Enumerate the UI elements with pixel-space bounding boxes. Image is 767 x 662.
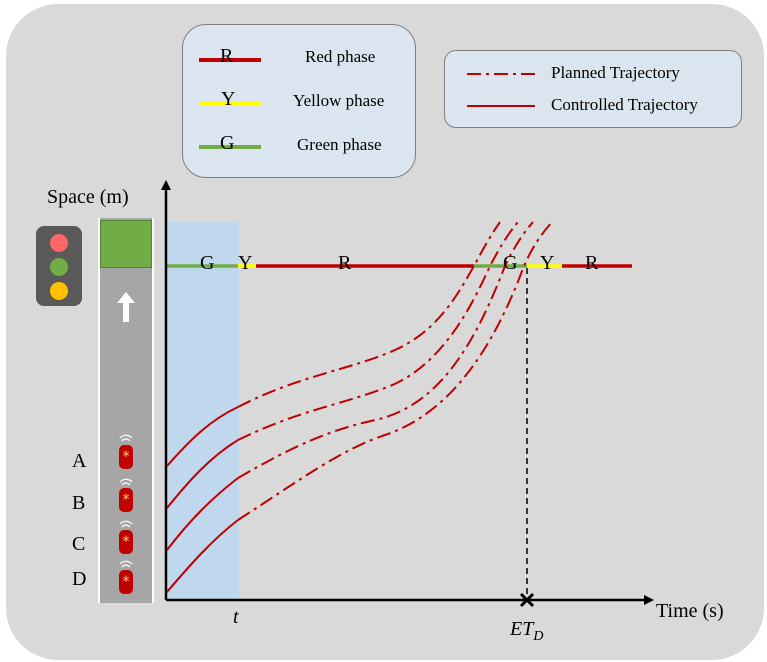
controlled-trajectory-b <box>166 439 239 509</box>
et-d-cross-icon <box>519 592 535 608</box>
timeline-label-r1: R <box>338 252 352 274</box>
timeline-label-g2: G <box>503 252 518 274</box>
planned-trajectory-d <box>237 221 553 521</box>
legend-red-label: Red phase <box>305 47 376 66</box>
vehicle-c-label: C <box>72 533 86 555</box>
timeline-label-r2: R <box>585 252 599 274</box>
legend-yellow-label: Yellow phase <box>293 91 385 110</box>
legend-line-samples <box>467 73 535 107</box>
x-tick-t: t <box>233 606 239 628</box>
traffic-light-red-lamp <box>50 234 68 252</box>
legend-red-letter: R <box>220 45 234 67</box>
vehicle-c-signal-icon <box>119 516 133 528</box>
x-axis-label: Time (s) <box>656 600 724 622</box>
up-arrow-icon <box>117 292 135 322</box>
timeline-label-g1: G <box>200 252 215 274</box>
traffic-light-green-lamp <box>50 258 68 276</box>
x-tick-et-sub: D <box>533 629 544 644</box>
legend-yellow-letter: Y <box>221 88 236 110</box>
legend-green-letter: G <box>220 132 235 154</box>
legend-green-label: Green phase <box>297 135 382 154</box>
controlled-trajectory-a <box>166 406 239 467</box>
y-axis-label: Space (m) <box>47 186 129 208</box>
legend-controlled-label: Controlled Trajectory <box>551 95 698 114</box>
legend-yellow-line <box>199 101 261 105</box>
vehicle-d-car-icon: * <box>119 570 133 594</box>
planned-trajectory-a <box>237 221 501 408</box>
vehicle-a-car-icon: * <box>119 445 133 469</box>
vehicle-b-label: B <box>72 492 86 514</box>
phase-legend: R Red phase Y Yellow phase G Green phase <box>182 24 416 178</box>
legend-green-line <box>199 145 261 149</box>
trajectory-legend: Planned Trajectory Controlled Trajectory <box>444 50 742 128</box>
x-tick-et-base: ET <box>510 618 534 640</box>
controlled-trajectory-c <box>166 477 239 551</box>
vehicle-c-car-icon: * <box>119 530 133 554</box>
timeline-label-y2: Y <box>540 252 555 274</box>
legend-planned-label: Planned Trajectory <box>551 63 680 82</box>
controlled-trajectory-d <box>166 519 239 593</box>
traffic-light-icon <box>36 226 82 306</box>
vehicle-d-label: D <box>72 568 87 590</box>
intersection-zone <box>100 220 152 268</box>
legend-red-line <box>199 58 261 62</box>
control-window-band <box>167 222 239 600</box>
vehicle-a-signal-icon <box>119 430 133 442</box>
x-tick-et-d: ETD <box>510 618 543 645</box>
planned-trajectory-c <box>237 221 534 479</box>
timeline-label-y1: Y <box>238 252 253 274</box>
traffic-light-amber-lamp <box>50 282 68 300</box>
vehicle-b-signal-icon <box>119 474 133 486</box>
vehicle-d-signal-icon <box>119 556 133 568</box>
planned-trajectory-b <box>237 221 519 441</box>
vehicle-a-label: A <box>72 450 87 472</box>
vehicle-b-car-icon: * <box>119 488 133 512</box>
